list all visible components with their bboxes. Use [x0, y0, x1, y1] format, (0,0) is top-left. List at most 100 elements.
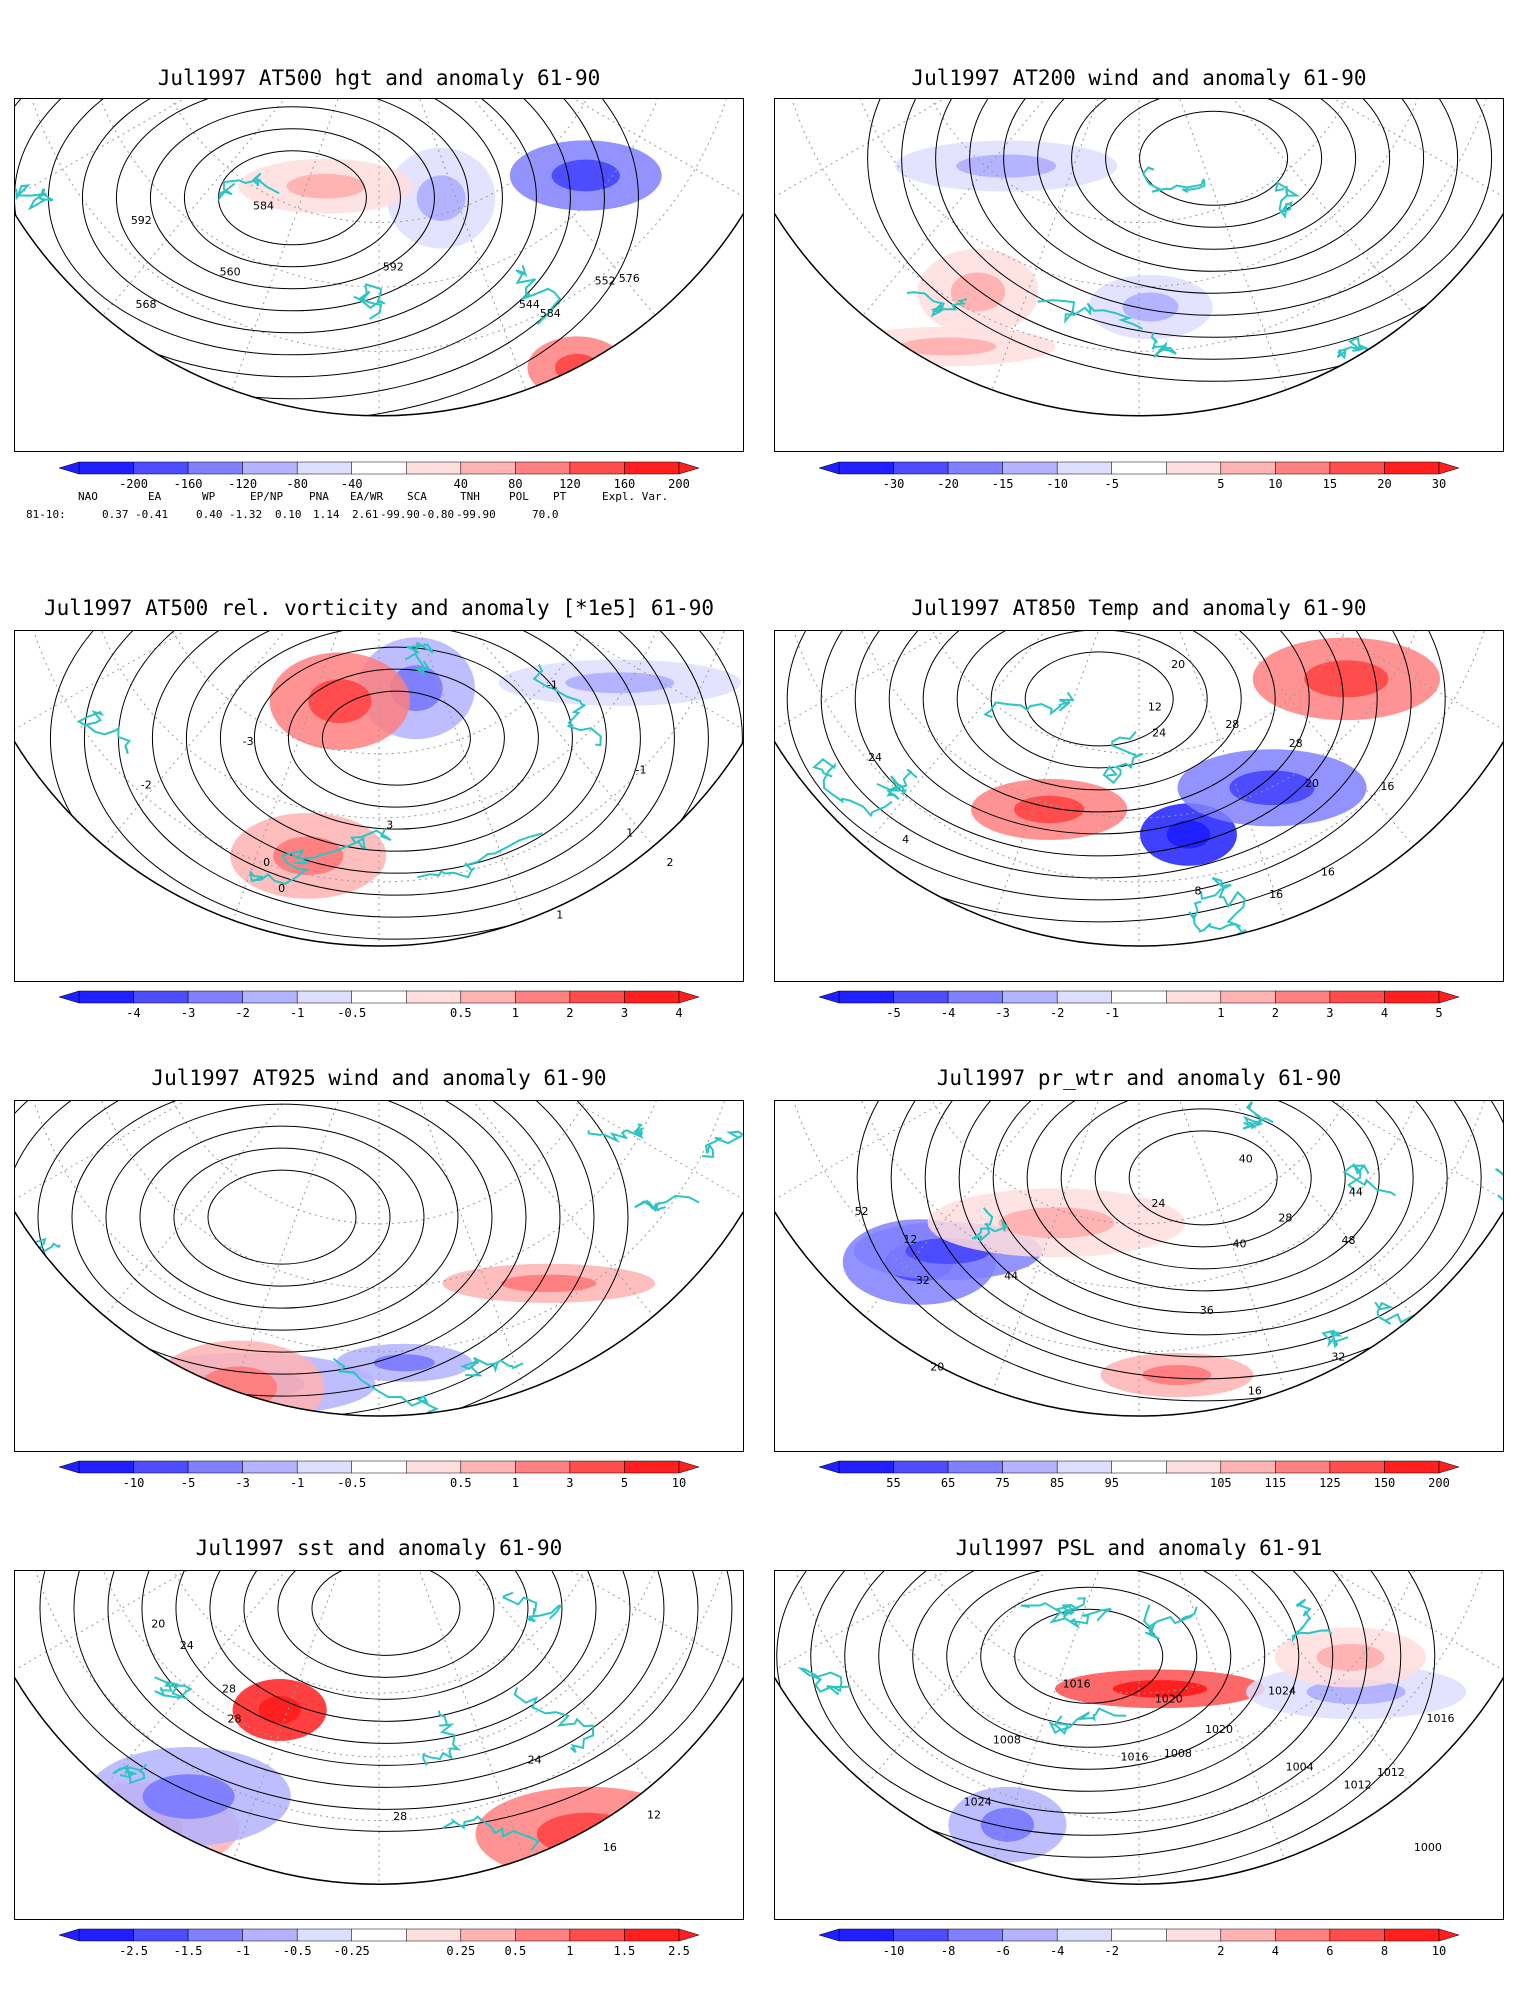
contour-line [1014, 1608, 1164, 1704]
colorbar-segment [515, 1460, 571, 1474]
contour-label: 28 [1278, 1211, 1292, 1224]
contour-line [912, 1571, 1266, 1770]
coastline [1102, 730, 1144, 785]
colorbar-tick-label: -10 [1046, 477, 1069, 491]
anomaly-core [899, 337, 997, 356]
anomaly-core [565, 672, 675, 694]
anomaly-core [1013, 795, 1085, 824]
colorbar-segment [569, 1928, 625, 1942]
colorbar-vort500: -4 -3 -2 -1 -0.5 0.5 1 2 3 4 [58, 990, 700, 1026]
coastline [634, 1194, 700, 1212]
colorbar-segment [1111, 1928, 1167, 1942]
colorbar-segment [515, 990, 571, 1004]
contour-label: -1 [636, 763, 647, 776]
latitude-circle [837, 99, 1441, 288]
contour-line [990, 631, 1208, 769]
coastline [15, 184, 54, 211]
colorbar-segment [133, 1928, 189, 1942]
contour-line [786, 631, 1412, 901]
contour-line [956, 631, 1242, 791]
contour-label: 16 [1248, 1384, 1262, 1397]
colorbar-tick-label: -6 [995, 1944, 1010, 1958]
contour-label: 1024 [1268, 1685, 1296, 1698]
contour-label: 560 [220, 266, 241, 279]
colorbar-max-arrow [678, 1928, 700, 1942]
hemisphere-boundary [775, 740, 1503, 947]
contour-line [117, 631, 675, 918]
colorbar-tick-label: 4 [1271, 1944, 1279, 1958]
colorbar-tick-label: 3 [620, 1006, 629, 1020]
colorbar-segment [893, 461, 949, 475]
coastline [513, 1687, 595, 1753]
colorbar-tick-label: -4 [126, 1006, 141, 1020]
coastline [1242, 1101, 1274, 1130]
colorbar-tick-label: 1.5 [613, 1944, 636, 1958]
coastline [417, 832, 543, 879]
contour-label: 1020 [1205, 1723, 1233, 1736]
meridian-line [992, 1101, 1140, 1391]
coastline [1143, 1604, 1198, 1640]
contour-line [1037, 99, 1391, 272]
colorbar-segment [406, 990, 462, 1004]
colorbar-segment [1111, 990, 1167, 1004]
colorbar-segment [515, 461, 571, 475]
colorbar-segment [947, 1460, 1003, 1474]
contour-line [115, 99, 469, 312]
contour-label: 584 [540, 307, 561, 320]
contour-line [924, 1101, 1482, 1358]
header-nao: NAO [78, 490, 98, 503]
contour-line [901, 99, 1503, 360]
meridian-line [15, 1101, 380, 1203]
meridian-line [15, 631, 380, 733]
contour-line [217, 150, 367, 246]
colorbar-tick-label: -3 [995, 1006, 1010, 1020]
colorbar-max-arrow [1438, 1460, 1460, 1474]
colorbar-segment [1056, 1460, 1112, 1474]
colorbar-tick-label: 0.25 [446, 1944, 476, 1958]
contour-line [935, 99, 1493, 338]
anomaly-core [998, 1207, 1115, 1239]
coastline [1037, 299, 1143, 330]
colorbar-psl: -10 -8 -6 -4 -2 2 4 6 8 10 [818, 1928, 1460, 1964]
coastline [1342, 1163, 1396, 1197]
contour-line [854, 631, 1344, 857]
colorbar-segment [1384, 461, 1440, 475]
contour-line [49, 631, 743, 946]
colorbar-tick-label: 3 [566, 1476, 574, 1490]
anomaly-core [308, 679, 372, 724]
anomaly-core [1122, 292, 1179, 322]
contour-label: 0 [263, 856, 270, 869]
colorbar-tick-label: -2.5 [119, 1944, 148, 1958]
colorbar-segment [406, 1460, 462, 1474]
colorbar-segment [187, 1928, 243, 1942]
colorbar-tick-label: 8 [1380, 1944, 1389, 1958]
colorbar-segment [296, 990, 352, 1004]
colorbar-segment [296, 1928, 352, 1942]
colorbar-segment [624, 461, 680, 475]
map-sst: 28 16 12 20 24 28 28 24 [14, 1570, 744, 1920]
colorbar-tick-label: 2 [1217, 1944, 1225, 1958]
colorbar-segment [460, 990, 516, 1004]
meridian-line [775, 1101, 1140, 1203]
colorbar-segment [1056, 1928, 1112, 1942]
meridian-line [232, 631, 380, 921]
coastline [76, 710, 132, 755]
coastline [154, 1676, 193, 1701]
contour-label: 44 [1349, 1185, 1363, 1198]
contour-label: 8 [1195, 885, 1202, 898]
coastline [587, 1123, 644, 1144]
contour-label: -1 [547, 678, 558, 691]
colorbar-segment [242, 461, 298, 475]
header-sca: SCA [407, 490, 427, 503]
colorbar-segment [1056, 990, 1112, 1004]
contour-line [219, 631, 573, 852]
colorbar-tick-label: 0.5 [449, 1006, 472, 1020]
colorbar-max-arrow [1438, 990, 1460, 1004]
contour-line [15, 1101, 561, 1397]
coastline [720, 251, 743, 304]
colorbar-tick-label: -5 [1104, 477, 1119, 491]
contour-label: -2 [141, 779, 152, 792]
contour-line [888, 631, 1310, 835]
anomaly-core [416, 175, 466, 221]
contour-line [15, 99, 639, 416]
